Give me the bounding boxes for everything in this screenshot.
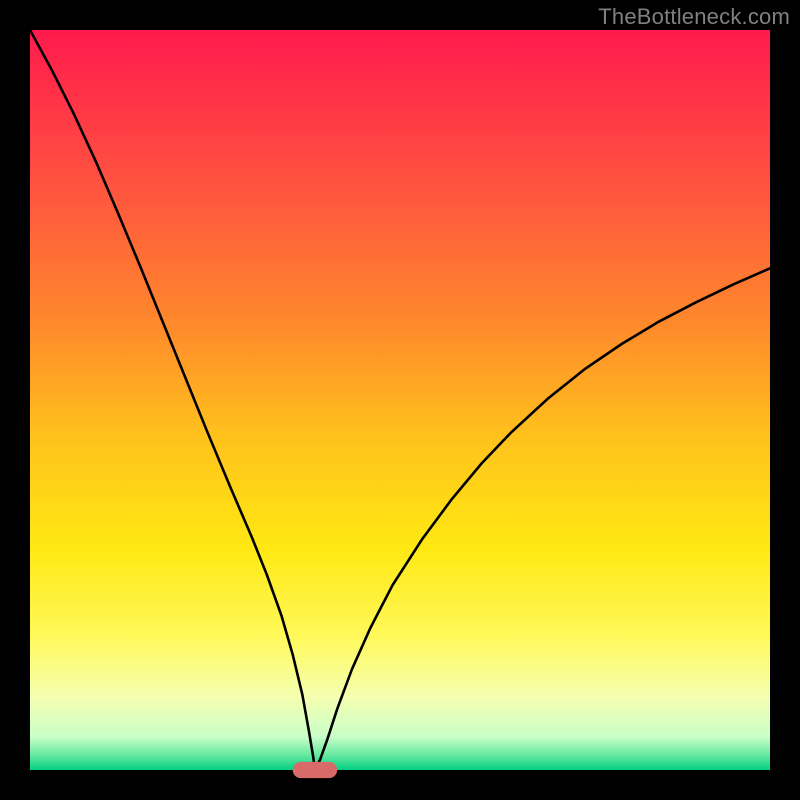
plot-area	[30, 30, 770, 770]
optimal-marker	[293, 762, 337, 778]
bottleneck-chart	[0, 0, 800, 800]
watermark-label: TheBottleneck.com	[598, 4, 790, 30]
figure-container: TheBottleneck.com	[0, 0, 800, 800]
